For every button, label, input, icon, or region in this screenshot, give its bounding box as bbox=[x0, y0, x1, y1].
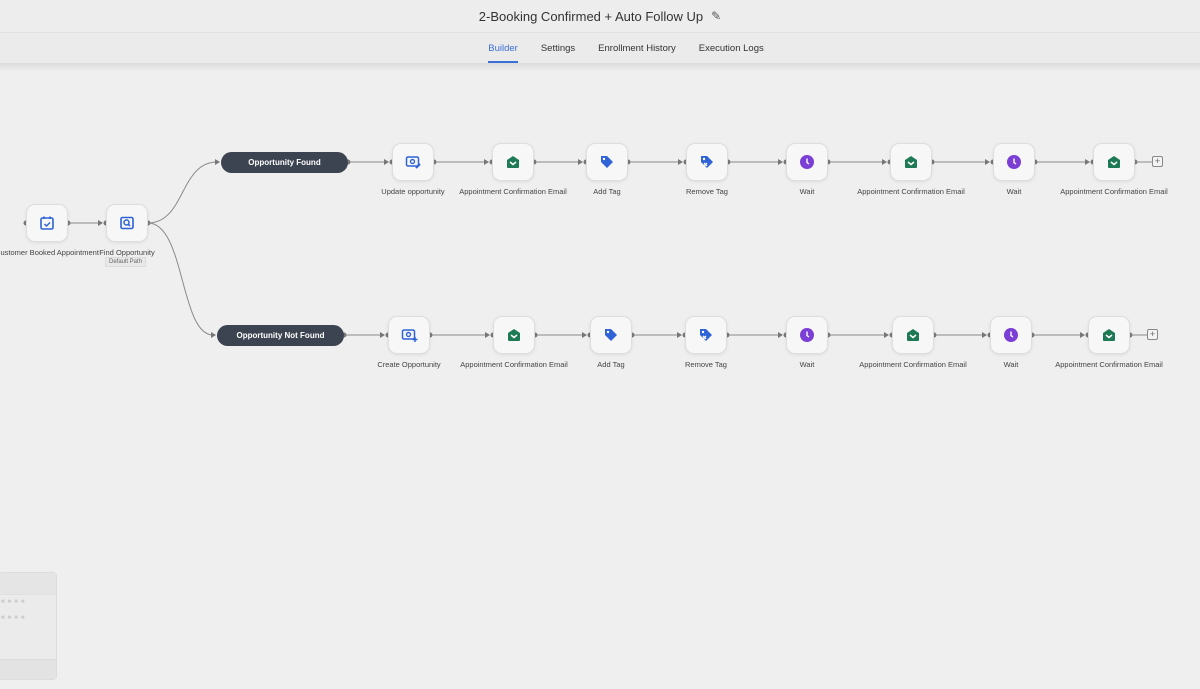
tab-builder[interactable]: Builder bbox=[488, 33, 518, 63]
arrow-icon bbox=[485, 332, 490, 338]
step-node-label: Wait bbox=[1006, 187, 1022, 196]
step-node-label: Remove Tag bbox=[685, 360, 727, 369]
step-node-label: Remove Tag bbox=[686, 187, 728, 196]
email-icon bbox=[506, 327, 522, 343]
step-node[interactable] bbox=[590, 316, 632, 354]
arrow-icon bbox=[678, 159, 683, 165]
step-node[interactable] bbox=[890, 143, 932, 181]
trigger-node-label: Customer Booked Appointment bbox=[0, 248, 99, 257]
arrow-icon bbox=[1085, 159, 1090, 165]
tag-icon bbox=[599, 154, 615, 170]
step-node-label: Wait bbox=[799, 360, 815, 369]
pencil-icon[interactable]: ✎ bbox=[711, 9, 722, 23]
divider bbox=[0, 63, 1200, 72]
step-node-label: Create Opportunity bbox=[377, 360, 441, 369]
add-step-button[interactable]: + bbox=[1147, 329, 1158, 340]
search-icon bbox=[119, 215, 135, 231]
step-node[interactable] bbox=[392, 143, 434, 181]
update-opportunity-icon bbox=[405, 154, 422, 170]
arrow-icon bbox=[1080, 332, 1085, 338]
step-node[interactable] bbox=[993, 143, 1035, 181]
step-node-label: Appointment Confirmation Email bbox=[1055, 360, 1163, 369]
email-icon bbox=[1101, 327, 1117, 343]
clock-icon bbox=[1003, 327, 1019, 343]
step-node[interactable] bbox=[586, 143, 628, 181]
tab-execution-logs[interactable]: Execution Logs bbox=[698, 43, 764, 54]
arrow-icon bbox=[677, 332, 682, 338]
step-node[interactable] bbox=[685, 316, 727, 354]
step-node-label: Appointment Confirmation Email bbox=[859, 360, 967, 369]
trigger-node[interactable] bbox=[26, 204, 68, 242]
step-node[interactable] bbox=[892, 316, 934, 354]
add-step-button[interactable]: + bbox=[1152, 156, 1163, 167]
email-icon bbox=[903, 154, 919, 170]
arrow-icon bbox=[582, 332, 587, 338]
step-node-label: Appointment Confirmation Email bbox=[857, 187, 965, 196]
step-node[interactable] bbox=[1088, 316, 1130, 354]
step-node[interactable] bbox=[990, 316, 1032, 354]
default-path-badge: Default Path bbox=[105, 257, 147, 267]
tab-enrollment-history[interactable]: Enrollment History bbox=[598, 43, 676, 54]
arrow-icon bbox=[982, 332, 987, 338]
step-node[interactable] bbox=[1093, 143, 1135, 181]
step-node-label: Appointment Confirmation Email bbox=[459, 187, 567, 196]
step-node[interactable] bbox=[493, 316, 535, 354]
step-node[interactable] bbox=[786, 316, 828, 354]
arrow-icon bbox=[211, 332, 216, 338]
arrow-icon bbox=[578, 159, 583, 165]
arrow-icon bbox=[484, 159, 489, 165]
find-opportunity-node-label: Find Opportunity bbox=[99, 248, 155, 257]
tab-bar: Builder Settings Enrollment History Exec… bbox=[0, 33, 1200, 63]
step-node-label: Update opportunity bbox=[381, 187, 445, 196]
arrow-icon bbox=[380, 332, 385, 338]
email-icon bbox=[1106, 154, 1122, 170]
arrow-icon bbox=[882, 159, 887, 165]
arrow-icon bbox=[985, 159, 990, 165]
arrow-icon bbox=[215, 159, 220, 165]
email-icon bbox=[505, 154, 521, 170]
step-node[interactable] bbox=[686, 143, 728, 181]
step-node-label: Add Tag bbox=[593, 187, 621, 196]
workflow-title: 2-Booking Confirmed + Auto Follow Up bbox=[478, 8, 704, 24]
branch-connector bbox=[147, 222, 214, 336]
remove-tag-icon bbox=[698, 327, 714, 343]
calendar-check-icon bbox=[39, 215, 55, 231]
arrow-icon bbox=[384, 159, 389, 165]
step-node-label: Appointment Confirmation Email bbox=[1060, 187, 1168, 196]
arrow-icon bbox=[98, 220, 103, 226]
step-node[interactable] bbox=[388, 316, 430, 354]
header: 2-Booking Confirmed + Auto Follow Up ✎ bbox=[0, 0, 1200, 33]
step-node[interactable] bbox=[492, 143, 534, 181]
tag-icon bbox=[603, 327, 619, 343]
step-node[interactable] bbox=[786, 143, 828, 181]
create-opportunity-icon bbox=[401, 327, 418, 343]
clock-icon bbox=[1006, 154, 1022, 170]
minimap[interactable]: ■■■■ ■■■■ bbox=[0, 572, 57, 680]
clock-icon bbox=[799, 327, 815, 343]
clock-icon bbox=[799, 154, 815, 170]
step-node-label: Wait bbox=[799, 187, 815, 196]
arrow-icon bbox=[778, 332, 783, 338]
find-opportunity-node[interactable] bbox=[106, 204, 148, 242]
step-node-label: Add Tag bbox=[597, 360, 625, 369]
branch-pill-not-found[interactable]: Opportunity Not Found bbox=[217, 325, 344, 346]
step-node-label: Appointment Confirmation Email bbox=[460, 360, 568, 369]
email-icon bbox=[905, 327, 921, 343]
step-node-label: Wait bbox=[1003, 360, 1019, 369]
branch-pill-found[interactable]: Opportunity Found bbox=[221, 152, 348, 173]
arrow-icon bbox=[884, 332, 889, 338]
remove-tag-icon bbox=[699, 154, 715, 170]
arrow-icon bbox=[778, 159, 783, 165]
tab-settings[interactable]: Settings bbox=[540, 43, 576, 54]
branch-connector bbox=[147, 161, 218, 224]
